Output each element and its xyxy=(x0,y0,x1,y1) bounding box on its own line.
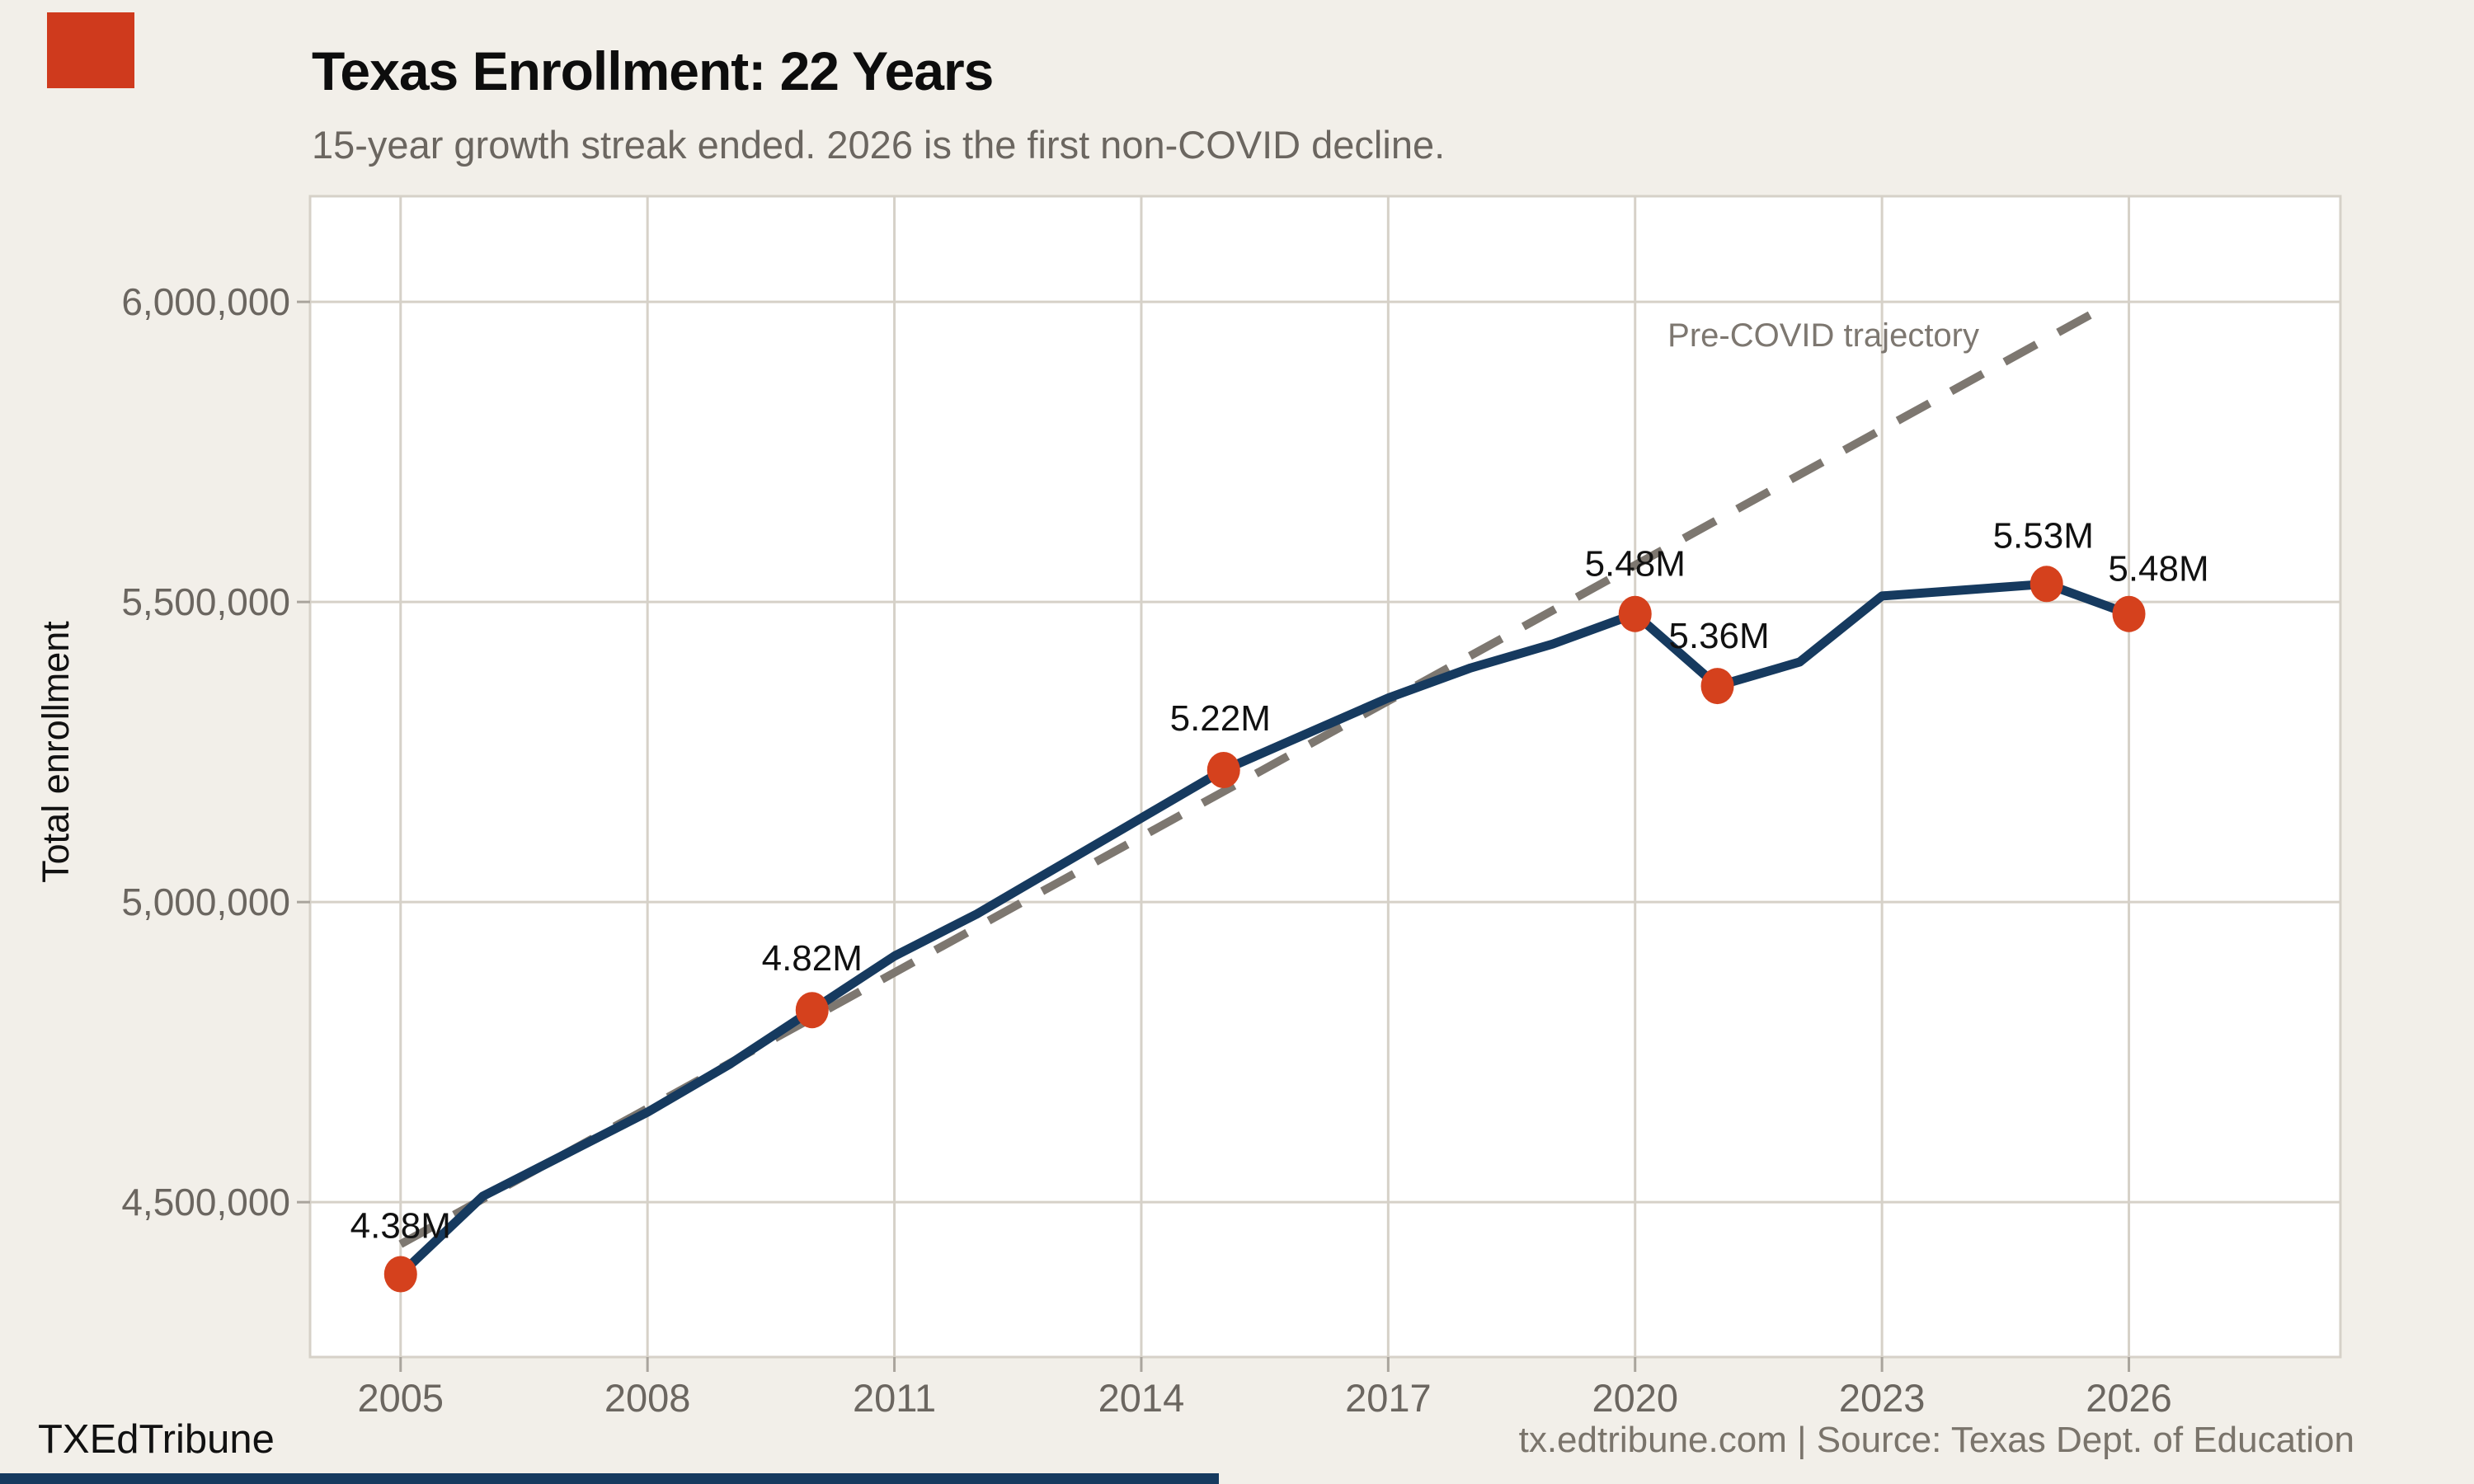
trajectory-annotation: Pre-COVID trajectory xyxy=(1667,317,1979,354)
point-value-label: 5.53M xyxy=(1993,515,2094,556)
point-value-label: 5.48M xyxy=(2108,549,2208,589)
x-tick-label: 2026 xyxy=(2086,1376,2172,1420)
point-markers xyxy=(383,566,2146,1293)
plot-area xyxy=(308,195,2342,1359)
y-tick-label: 5,000,000 xyxy=(121,881,290,923)
point-labels: 4.38M 4.82M 5.22M 5.48M 5.36M 5.53M 5.48M xyxy=(350,515,2209,1246)
x-tick-label: 2017 xyxy=(1345,1376,1432,1420)
point-value-label: 5.22M xyxy=(1170,698,1271,739)
x-tick-label: 2005 xyxy=(357,1376,444,1420)
y-tick-label: 6,000,000 xyxy=(121,280,290,323)
point-value-label: 5.36M xyxy=(1668,616,1769,656)
grid-and-axes: 4,500,000 5,000,000 5,500,000 6,000,000 2005… xyxy=(121,196,2340,1420)
brand-square-mark xyxy=(47,12,134,88)
footer-brand-text: TXEdTribune xyxy=(38,1417,275,1462)
y-tick-label: 5,500,000 xyxy=(121,580,290,623)
point-value-label: 4.38M xyxy=(350,1206,451,1247)
x-tick-label: 2020 xyxy=(1592,1376,1678,1420)
bottom-accent-bar xyxy=(0,1473,1219,1484)
x-tick-label: 2023 xyxy=(1839,1376,1926,1420)
x-tick-label: 2008 xyxy=(604,1376,691,1420)
x-tick-label: 2014 xyxy=(1098,1376,1185,1420)
footer-source-text: tx.edtribune.com | Source: Texas Dept. o… xyxy=(1518,1420,2354,1460)
x-tick-label: 2011 xyxy=(853,1376,936,1420)
point-value-label: 5.48M xyxy=(1585,544,1686,585)
y-tick-label: 4,500,000 xyxy=(121,1181,290,1223)
chart-subtitle: 15-year growth streak ended. 2026 is the… xyxy=(312,123,1446,167)
enrollment-line xyxy=(396,579,2134,1280)
chart-title: Texas Enrollment: 22 Years xyxy=(312,40,994,101)
point-value-label: 4.82M xyxy=(762,938,863,979)
